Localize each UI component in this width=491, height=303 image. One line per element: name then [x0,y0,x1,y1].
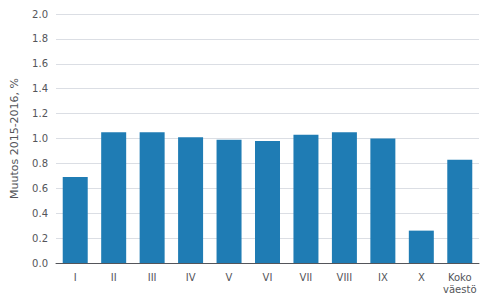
svg-text:X: X [418,272,425,283]
svg-text:0.2: 0.2 [32,233,48,244]
svg-text:0.4: 0.4 [32,208,48,219]
svg-text:0.6: 0.6 [32,183,48,194]
svg-text:Muutos 2015-2016, %: Muutos 2015-2016, % [8,78,21,199]
svg-text:1.4: 1.4 [32,83,48,94]
svg-text:IV: IV [186,272,196,283]
svg-text:1.0: 1.0 [32,133,48,144]
svg-text:1.2: 1.2 [32,108,48,119]
svg-text:0.0: 0.0 [32,258,48,269]
svg-text:1.8: 1.8 [32,33,48,44]
svg-text:2.0: 2.0 [32,9,48,20]
svg-text:väestö: väestö [443,284,476,295]
svg-text:III: III [148,272,157,283]
svg-text:VII: VII [300,272,313,283]
svg-text:I: I [74,272,77,283]
svg-text:0.8: 0.8 [32,158,48,169]
svg-text:V: V [226,272,233,283]
svg-text:IX: IX [378,272,388,283]
svg-text:VI: VI [263,272,273,283]
svg-text:II: II [111,272,117,283]
svg-text:VIII: VIII [337,272,353,283]
svg-text:Koko: Koko [448,272,472,283]
svg-text:1.6: 1.6 [32,58,48,69]
